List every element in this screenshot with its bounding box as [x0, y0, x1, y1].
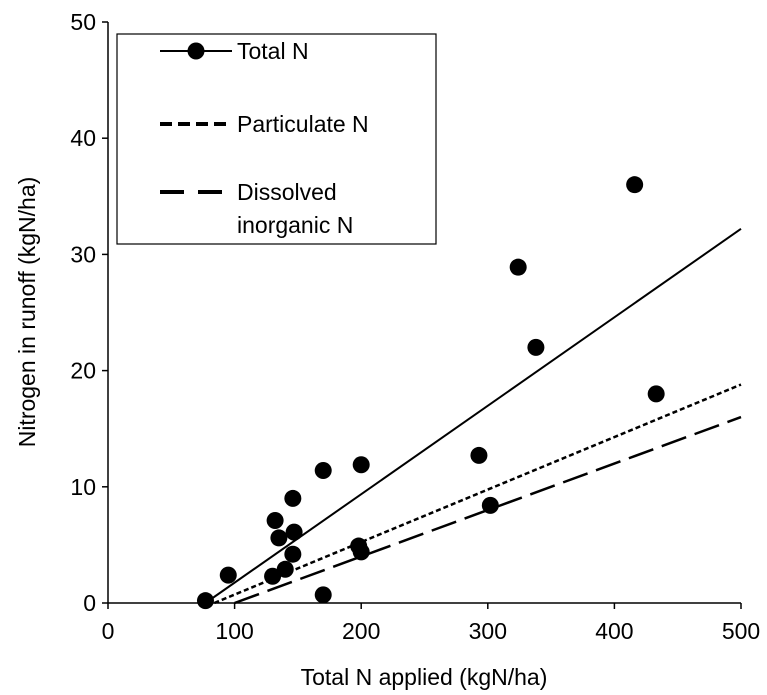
- ticks: 0 100 200 300 400 500 0 10 20 30 40 50: [70, 9, 760, 644]
- y-axis-title: Nitrogen in runoff (kgN/ha): [14, 177, 40, 448]
- legend-marker: [187, 42, 205, 60]
- data-point: [270, 529, 288, 547]
- x-axis-title: Total N applied (kgN/ha): [301, 664, 548, 690]
- legend-label: Particulate N: [237, 111, 369, 137]
- legend-label: inorganic N: [237, 212, 353, 238]
- data-point: [509, 258, 527, 276]
- data-point: [219, 566, 237, 584]
- data-points: [196, 176, 665, 610]
- data-point: [266, 511, 284, 529]
- trendline-total-n: [204, 228, 742, 604]
- trendline-particulate-n: [213, 383, 742, 605]
- data-point: [264, 567, 282, 585]
- legend-label: Total N: [237, 38, 309, 64]
- data-point: [284, 489, 302, 507]
- y-tick-label: 0: [83, 590, 96, 616]
- data-point: [196, 592, 214, 610]
- data-point: [352, 543, 370, 561]
- data-point: [284, 545, 302, 563]
- legend-box: [116, 33, 437, 245]
- x-tick-label: 0: [102, 618, 115, 644]
- data-point: [352, 456, 370, 474]
- legend: Total N Particulate N Dissolved inorganic N: [116, 33, 437, 245]
- data-point: [481, 496, 499, 514]
- data-point: [647, 385, 665, 403]
- data-point: [626, 176, 644, 194]
- x-tick-label: 300: [469, 618, 507, 644]
- data-point: [314, 462, 332, 480]
- data-point: [314, 586, 332, 604]
- y-tick-label: 30: [70, 241, 96, 267]
- y-tick-label: 10: [70, 474, 96, 500]
- data-point: [285, 523, 303, 541]
- y-tick-label: 20: [70, 358, 96, 384]
- data-point: [276, 560, 294, 578]
- trendlines: [204, 228, 742, 605]
- y-tick-label: 40: [70, 125, 96, 151]
- x-tick-label: 200: [342, 618, 380, 644]
- legend-label: Dissolved: [237, 179, 337, 205]
- data-point: [470, 446, 488, 464]
- axes: [107, 22, 741, 604]
- x-tick-label: 100: [215, 618, 253, 644]
- y-tick-label: 50: [70, 9, 96, 35]
- x-tick-label: 400: [595, 618, 633, 644]
- data-point: [527, 338, 545, 356]
- x-tick-label: 500: [722, 618, 760, 644]
